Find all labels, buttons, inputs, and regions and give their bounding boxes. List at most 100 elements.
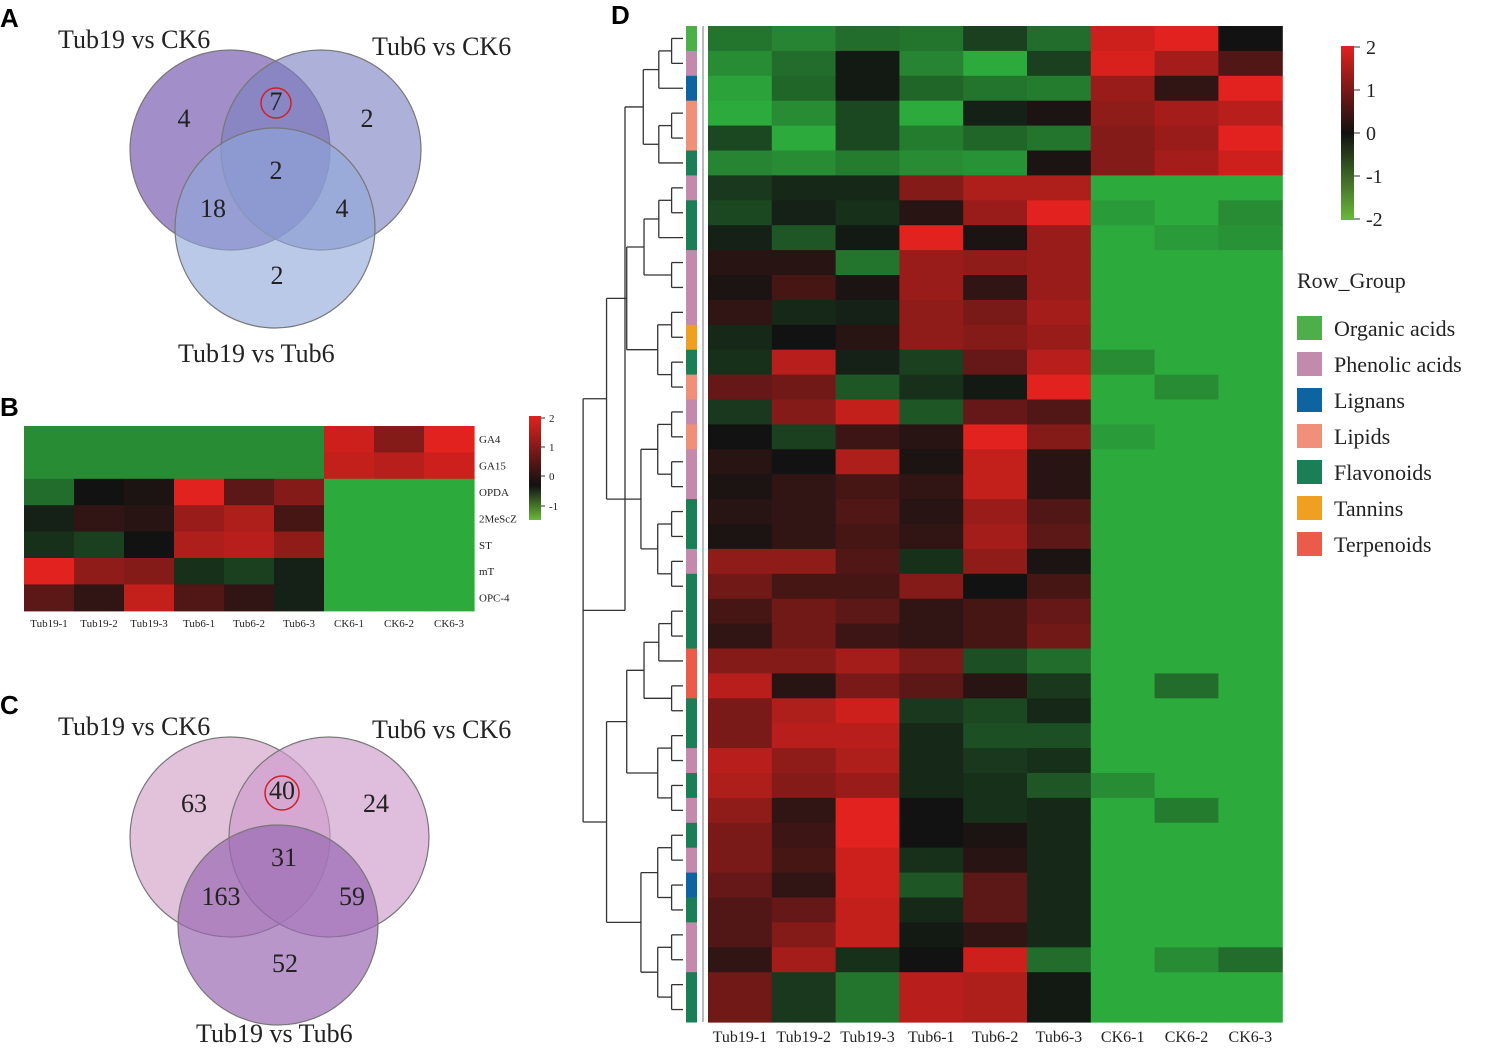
heatmap-d-cell (1090, 997, 1156, 1023)
heatmap-b-cell (324, 505, 375, 533)
heatmap-d-cell (899, 897, 964, 923)
panel-d-letter: D (611, 0, 630, 30)
heatmap-d-cell (1218, 947, 1283, 973)
row-group-cell (686, 972, 697, 998)
heatmap-d-cell (1218, 524, 1283, 550)
heatmap-b-cell (224, 531, 275, 559)
heatmap-b-cell (24, 531, 75, 559)
row-group-cell (686, 349, 697, 376)
venn-a-intersect-12: 7 (270, 87, 283, 116)
heatmap-d-cell (1218, 648, 1283, 674)
heatmap-d-cell (963, 573, 1028, 600)
heatmap-d-cell (771, 997, 837, 1023)
heatmap-d-cell (771, 275, 837, 301)
heatmap-b-cell (324, 478, 375, 506)
heatmap-d-cell (1154, 922, 1219, 948)
row-group-cell (686, 673, 697, 699)
venn-c-only-2: 24 (363, 789, 389, 818)
heatmap-d-cell (1090, 922, 1156, 948)
heatmap-d-cell (1154, 100, 1219, 127)
heatmap-d-cell (963, 623, 1028, 650)
row-group-cell (686, 474, 697, 500)
heatmap-d-cell (771, 972, 837, 998)
heatmap-d-cell (771, 324, 837, 351)
row-group-cell (686, 26, 697, 52)
heatmap-b-cell (24, 584, 75, 612)
heatmap-d-cell (835, 573, 900, 600)
heatmap-d-cell (963, 723, 1028, 749)
heatmap-d-cell (1090, 275, 1156, 301)
heatmap-d-cell (1027, 424, 1092, 450)
heatmap-b-cell (74, 452, 125, 480)
heatmap-b-cell (124, 505, 175, 533)
heatmap-d-cell (1218, 175, 1283, 201)
heatmap-d-cell (835, 847, 900, 874)
heatmap-d-cell (708, 822, 773, 849)
heatmap-d-cell (1090, 947, 1156, 973)
heatmap-b-cell (374, 478, 425, 506)
heatmap-d-cell (1027, 922, 1092, 948)
row-group-cell (686, 847, 697, 874)
heatmap-d-cell (963, 250, 1028, 276)
heatmap-d-cell (1090, 474, 1156, 500)
heatmap-d-cell (1154, 698, 1219, 724)
heatmap-d-cell (835, 499, 900, 525)
heatmap-d-cell (708, 723, 773, 749)
heatmap-d-cell (1090, 374, 1156, 401)
heatmap-d-cell (963, 424, 1028, 450)
heatmap-b-cell (174, 531, 225, 559)
venn-a-intersect-all: 2 (270, 156, 283, 185)
heatmap-d-cell (899, 75, 964, 102)
heatmap-d-cell (708, 648, 773, 674)
heatmap-d-cell (1218, 225, 1283, 251)
heatmap-d-cell (771, 723, 837, 749)
heatmap-b-cell (374, 531, 425, 559)
heatmap-d-cell (1027, 648, 1092, 674)
venn-c-only-1: 63 (181, 789, 207, 818)
heatmap-d-cell (771, 673, 837, 699)
heatmap-d-cell (771, 449, 837, 475)
heatmap-d-cell (1154, 847, 1219, 874)
heatmap-d-cell (835, 299, 900, 326)
heatmap-d-cell (1154, 50, 1219, 77)
heatmap-b-cell (124, 584, 175, 612)
heatmap-d-cell (899, 424, 964, 450)
heatmap-b-row-label: GA4 (479, 434, 501, 446)
heatmap-d-cell (963, 598, 1028, 625)
heatmap-d-cell (1154, 26, 1219, 52)
heatmap-d-cell (1090, 324, 1156, 351)
heatmap-d-cell (771, 374, 837, 401)
heatmap-d-cell (899, 673, 964, 699)
row-group-cell (686, 125, 697, 151)
heatmap-d-cell (771, 748, 837, 774)
heatmap-d-cell (963, 872, 1028, 899)
venn-c-intersect-23: 59 (339, 882, 365, 911)
heatmap-d-cell (1154, 648, 1219, 674)
row-group-bar (686, 26, 697, 1023)
heatmap-d-cell (1027, 673, 1092, 699)
legend-swatch (1297, 352, 1322, 376)
heatmap-d-cell (963, 200, 1028, 226)
heatmap-d-cell (835, 598, 900, 625)
row-group-cell (686, 225, 697, 251)
heatmap-d-cell (899, 922, 964, 948)
heatmap-d-cell (771, 598, 837, 625)
heatmap-d-cell (1154, 349, 1219, 376)
heatmap-b-cell (224, 426, 275, 453)
heatmap-d-cell (835, 723, 900, 749)
heatmap-b-col-label: Tub19-3 (130, 618, 168, 630)
heatmap-d-cell (963, 698, 1028, 724)
heatmap-d-cell (771, 399, 837, 425)
heatmap-d-cell (1090, 797, 1156, 824)
heatmap-d-cell (963, 773, 1028, 799)
heatmap-d-cell (1090, 200, 1156, 226)
heatmap-d-cell (1154, 175, 1219, 201)
heatmap-d-cell (1218, 723, 1283, 749)
heatmap-d-cell (1027, 299, 1092, 326)
heatmap-b-cell (274, 531, 325, 559)
heatmap-d-cell (771, 847, 837, 874)
heatmap-d-cell (963, 524, 1028, 550)
heatmap-b-cell (224, 505, 275, 533)
heatmap-d-cell (708, 897, 773, 923)
legend-items: Organic acids Phenolic acids Lignans Lipids… (1297, 316, 1462, 557)
